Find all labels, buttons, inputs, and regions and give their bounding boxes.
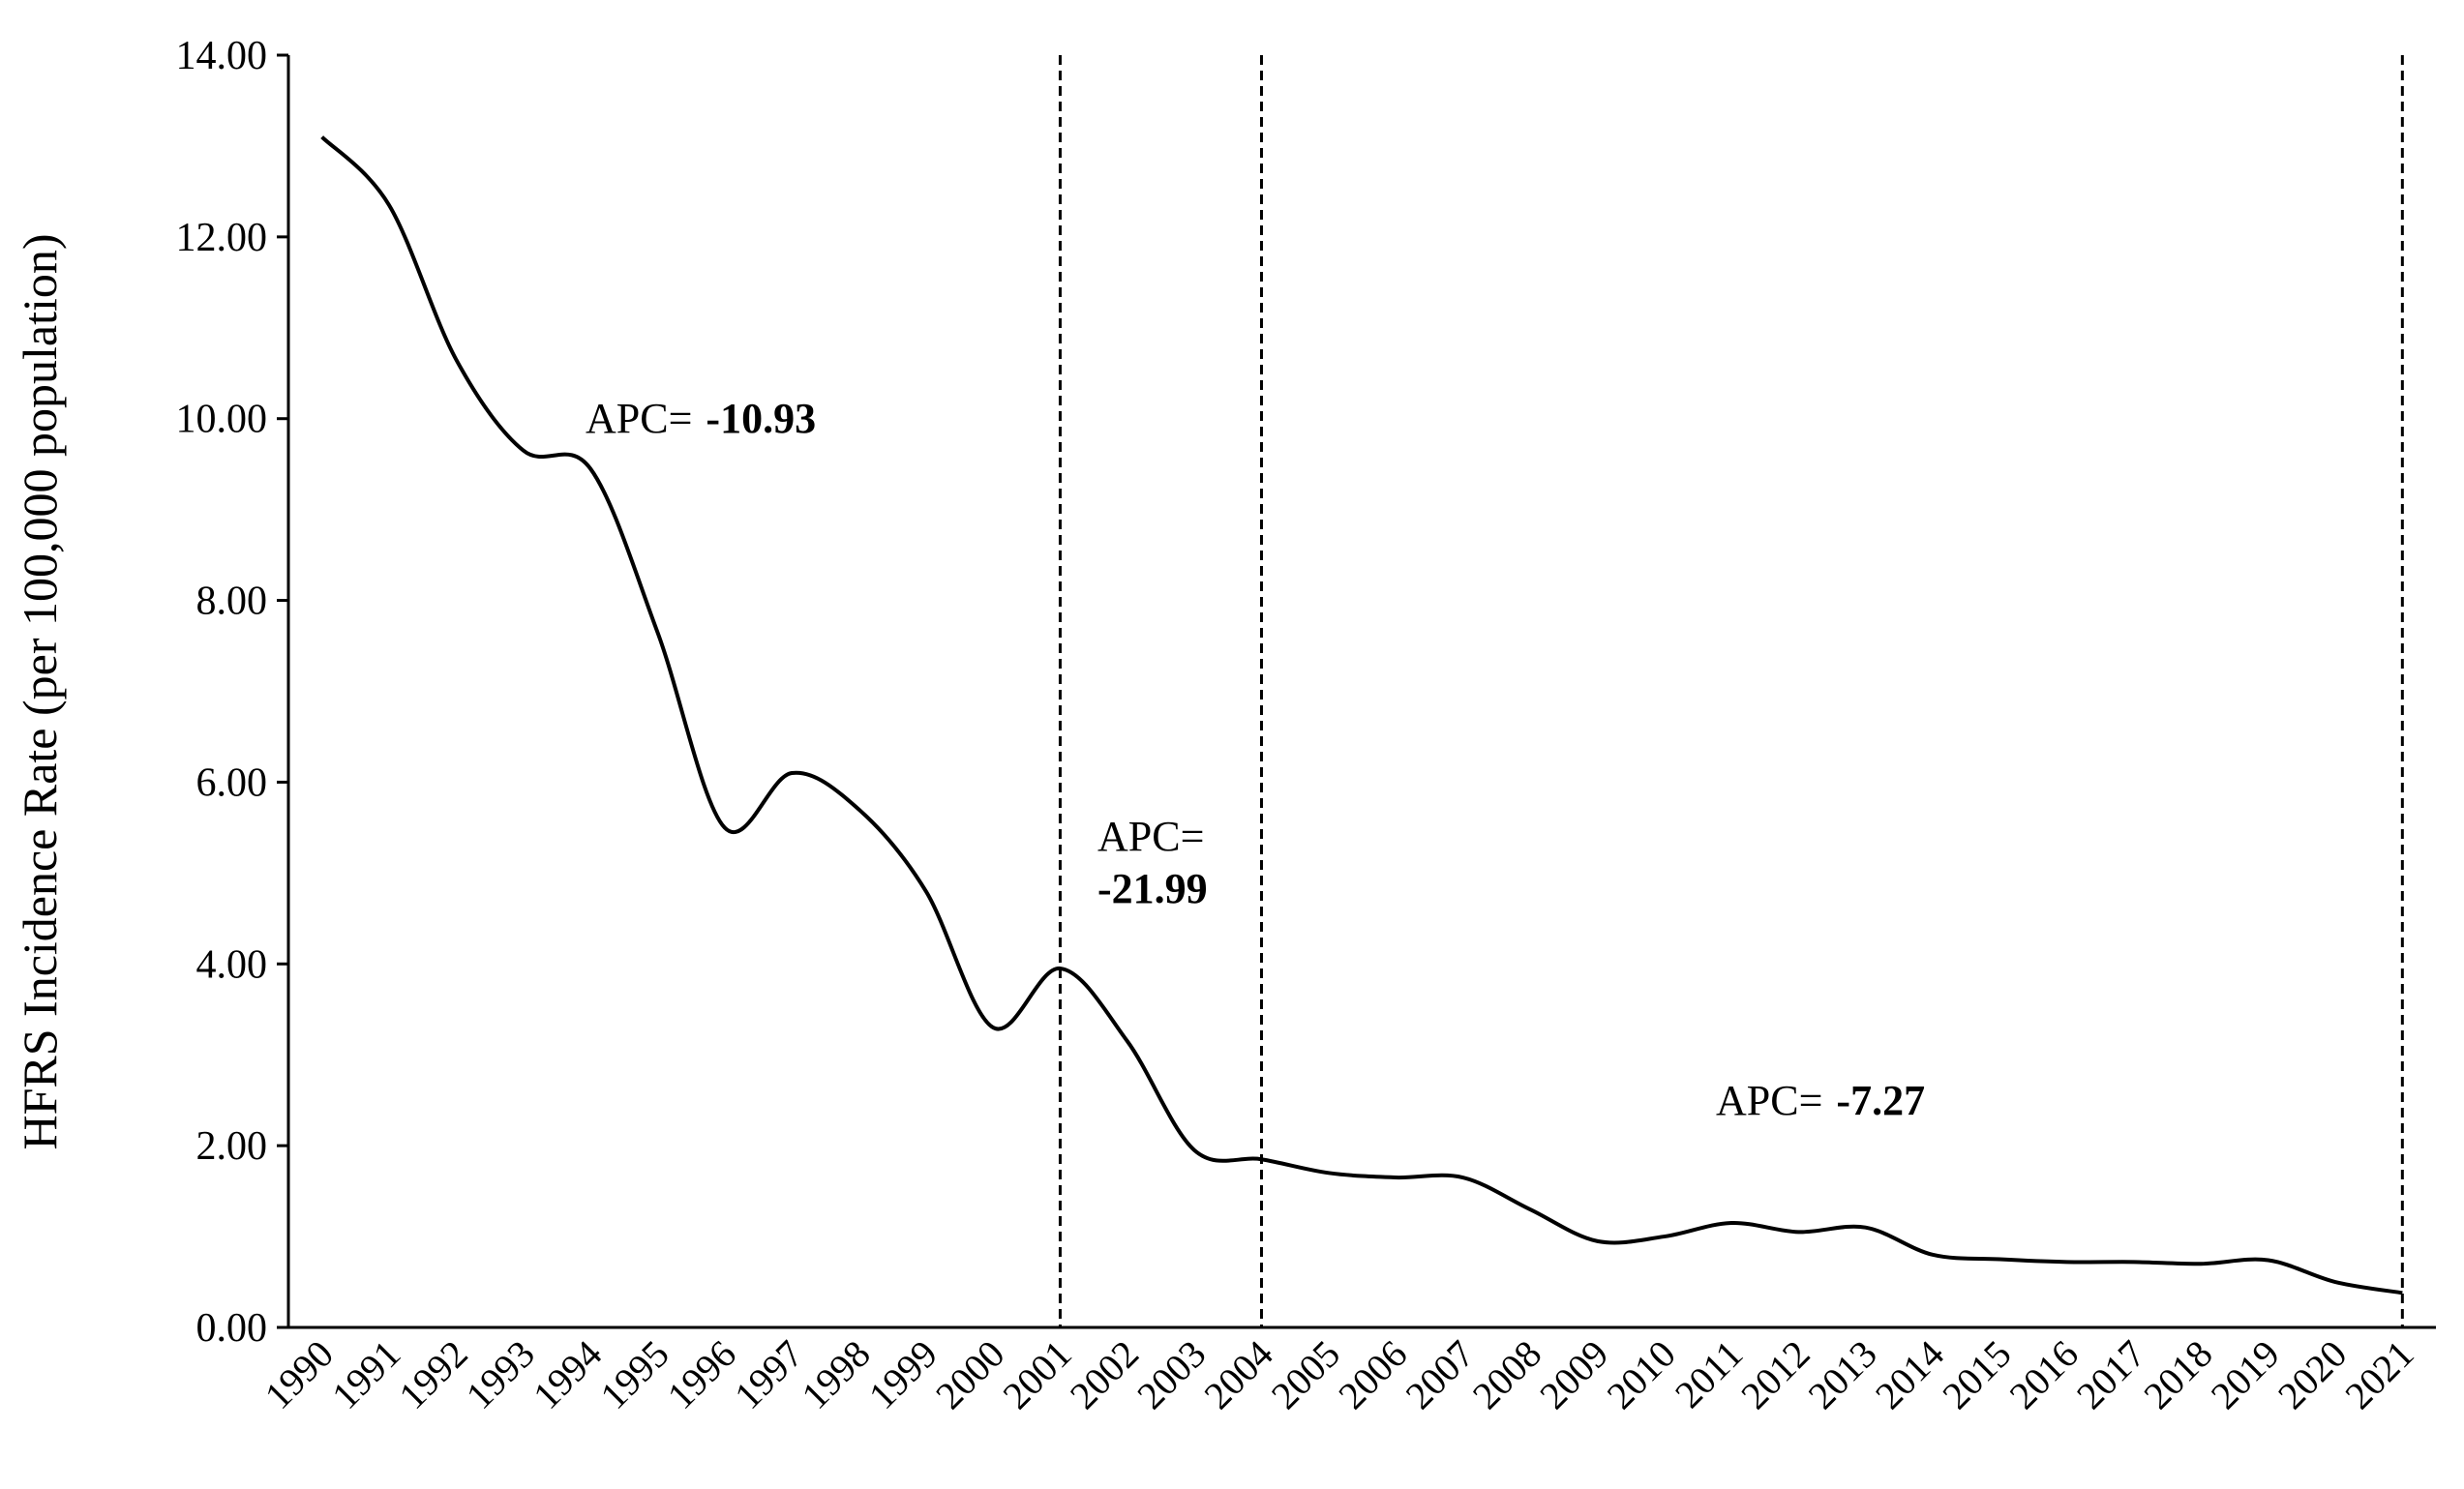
x-tick-label: 2013 <box>1800 1332 1885 1417</box>
x-tick-label: 2007 <box>1397 1332 1482 1417</box>
x-tick-label: 2020 <box>2269 1332 2355 1417</box>
x-tick-label: 1998 <box>793 1332 878 1417</box>
annotation-label: APC= <box>1716 1077 1822 1124</box>
annotation-label: APC= <box>586 395 692 442</box>
y-tick-label: 12.00 <box>176 216 268 260</box>
x-tick-label: 1994 <box>525 1332 610 1417</box>
x-tick-label: 2008 <box>1464 1332 1549 1417</box>
x-tick-label: 1995 <box>591 1332 676 1417</box>
y-tick-label: 4.00 <box>196 942 268 987</box>
x-tick-label: 2012 <box>1732 1332 1818 1417</box>
y-tick-label: 10.00 <box>176 398 268 442</box>
annotation-value: -7.27 <box>1836 1077 1925 1124</box>
x-tick-label: 2016 <box>2001 1332 2087 1417</box>
x-tick-label: 2001 <box>994 1332 1079 1417</box>
x-tick-label: 2005 <box>1263 1332 1348 1417</box>
y-axis-label: HFRS Incidence Rate (per 100,000 populat… <box>13 233 67 1149</box>
x-tick-label: 1993 <box>458 1332 543 1417</box>
x-tick-label: 1997 <box>726 1332 811 1417</box>
x-tick-label: 2017 <box>2068 1332 2153 1417</box>
x-tick-label: 2011 <box>1667 1332 1751 1416</box>
y-tick-label: 14.00 <box>176 34 268 78</box>
x-tick-label: 2018 <box>2135 1332 2220 1417</box>
x-tick-label: 1996 <box>659 1332 744 1417</box>
annotation-value: -21.99 <box>1097 865 1208 912</box>
annotation: APC= -21.99 <box>1097 813 1208 912</box>
x-tick-label: 2009 <box>1531 1332 1616 1417</box>
x-tick-label: 2003 <box>1128 1332 1214 1417</box>
x-tick-label: 2006 <box>1330 1332 1415 1417</box>
x-tick-label: 2010 <box>1599 1332 1684 1417</box>
x-tick-label: 1991 <box>323 1332 408 1417</box>
annotation-label: APC= <box>1097 813 1204 860</box>
x-tick-label: 2019 <box>2203 1332 2288 1417</box>
y-tick-label: 8.00 <box>196 580 268 624</box>
x-tick-label: 1999 <box>860 1332 946 1417</box>
y-tick-label: 0.00 <box>196 1306 268 1351</box>
data-line <box>320 135 2403 1295</box>
annotation: APC= -7.27 <box>1716 1077 1925 1124</box>
x-tick-label: 2004 <box>1195 1332 1280 1417</box>
x-tick-label: 2000 <box>927 1332 1012 1417</box>
x-tick-label: 2014 <box>1867 1332 1952 1417</box>
y-tick-label: 6.00 <box>196 760 268 805</box>
x-tick-label: 1990 <box>256 1332 342 1417</box>
x-tick-label: 2021 <box>2336 1332 2421 1417</box>
x-tick-label: 2015 <box>1934 1332 2019 1417</box>
y-tick-label: 2.00 <box>196 1124 268 1169</box>
x-tick-label: 2002 <box>1062 1332 1147 1417</box>
annotation: APC= -10.93 <box>586 395 816 442</box>
x-tick-label: 1992 <box>390 1332 475 1417</box>
annotation-value: -10.93 <box>706 395 816 442</box>
